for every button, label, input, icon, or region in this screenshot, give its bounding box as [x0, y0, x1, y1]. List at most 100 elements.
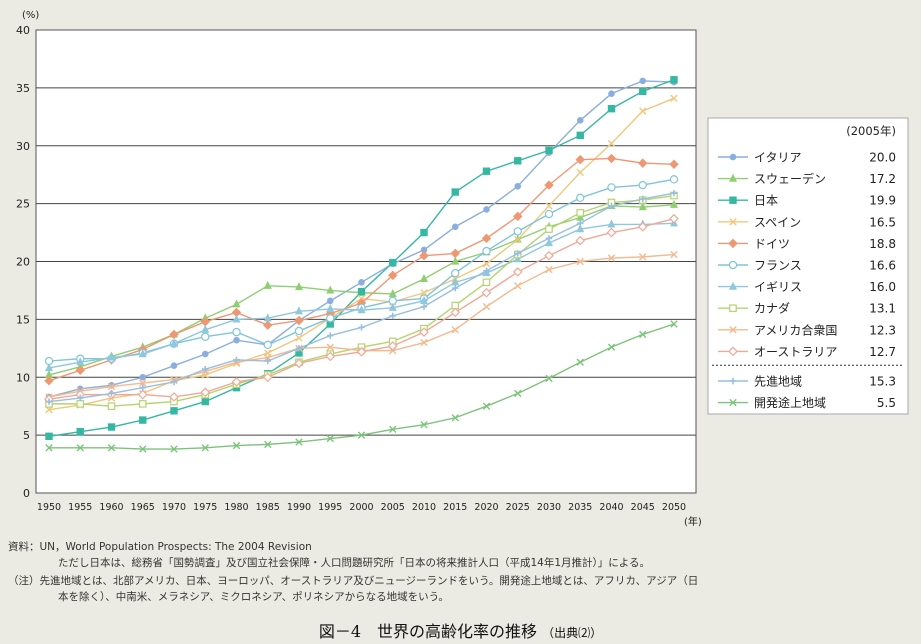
data-point — [44, 363, 54, 372]
data-point — [201, 444, 209, 452]
data-point — [483, 206, 490, 213]
data-point — [419, 251, 429, 261]
legend-swatch-marker — [729, 196, 737, 204]
data-point — [419, 273, 429, 282]
data-point — [357, 431, 366, 439]
data-point — [44, 376, 54, 386]
x-tick-label: 1990 — [287, 502, 311, 513]
x-tick-label: 2035 — [568, 502, 592, 513]
data-point — [544, 209, 554, 219]
data-point — [169, 338, 179, 347]
data-point — [45, 398, 53, 405]
data-point — [482, 246, 491, 256]
data-point — [263, 313, 272, 322]
data-point — [107, 402, 116, 410]
data-point — [575, 154, 585, 165]
data-point — [232, 314, 241, 323]
data-point — [576, 116, 584, 124]
data-point — [514, 182, 522, 190]
data-point — [670, 94, 678, 102]
definition-note-2: 本を除く）、中南米、メラネシア、ミクロネシア、ポリネシアからなる地域をいう。 — [58, 591, 450, 603]
y-tick-label: 40 — [16, 24, 30, 37]
data-point — [607, 105, 616, 113]
legend-swatch-marker — [728, 173, 738, 182]
data-point — [139, 416, 147, 424]
data-point — [513, 227, 522, 236]
data-point — [263, 340, 272, 350]
series-10 — [45, 190, 678, 405]
legend-value: 19.9 — [869, 194, 896, 208]
legend-swatch-marker — [729, 398, 737, 407]
data-point — [512, 267, 523, 277]
data-point — [201, 324, 210, 333]
legend-box — [707, 117, 909, 415]
data-point — [107, 423, 116, 431]
legend-value: 13.1 — [869, 302, 896, 316]
data-point — [76, 400, 85, 408]
data-point — [294, 306, 304, 315]
legend-swatch-marker — [729, 377, 737, 385]
data-point — [200, 387, 211, 398]
data-point — [606, 153, 617, 164]
data-point — [607, 254, 616, 262]
x-tick-label: 1975 — [193, 502, 217, 513]
data-point — [639, 77, 647, 85]
data-point — [170, 362, 178, 369]
legend-swatch-marker — [728, 346, 738, 357]
data-point — [294, 326, 304, 336]
data-point — [545, 235, 553, 242]
data-point — [76, 427, 84, 436]
caption-title: 図－4 世界の高齢化率の推移 — [318, 622, 538, 641]
data-point — [389, 312, 396, 320]
data-point — [482, 260, 491, 268]
data-point — [170, 378, 178, 386]
legend-value: 16.6 — [869, 259, 896, 273]
data-point — [576, 257, 584, 266]
data-point — [201, 350, 209, 358]
data-point — [514, 235, 522, 244]
data-point — [639, 195, 646, 203]
data-point — [576, 193, 585, 203]
data-point — [670, 320, 678, 328]
data-point — [607, 183, 616, 192]
data-point — [358, 324, 365, 331]
data-point — [450, 248, 460, 259]
x-tick-label: 1995 — [318, 502, 342, 513]
data-point — [326, 285, 335, 294]
x-axis-label: (年) — [684, 515, 702, 528]
data-point — [450, 307, 461, 318]
legend-label: イタリア — [754, 151, 802, 165]
data-point — [451, 414, 459, 422]
data-point — [606, 227, 617, 238]
data-point — [483, 267, 490, 274]
x-tick-label: 2025 — [506, 502, 530, 513]
data-point — [139, 384, 146, 391]
legend-value: 16.0 — [869, 280, 896, 294]
data-point — [76, 357, 85, 366]
data-point — [357, 305, 366, 314]
data-point — [513, 254, 522, 263]
data-point — [420, 228, 428, 237]
data-point — [138, 349, 147, 358]
data-point — [638, 180, 647, 190]
series-layer — [44, 76, 679, 453]
legend-swatch-marker — [728, 238, 738, 249]
legend-label: カナダ — [754, 301, 790, 316]
data-point — [201, 397, 209, 406]
data-point — [669, 159, 679, 169]
y-tick-label: 5 — [23, 429, 30, 442]
data-point — [387, 341, 398, 351]
data-point — [669, 175, 679, 184]
data-point — [76, 444, 84, 452]
data-point — [108, 390, 115, 397]
x-tick-label: 1970 — [162, 502, 186, 513]
data-point — [482, 278, 491, 287]
data-point — [545, 374, 553, 383]
data-point — [107, 382, 116, 391]
x-tick-label: 1950 — [37, 502, 61, 513]
data-point — [77, 394, 84, 402]
series-6 — [44, 218, 679, 372]
data-point — [388, 270, 398, 281]
data-point — [137, 389, 148, 400]
